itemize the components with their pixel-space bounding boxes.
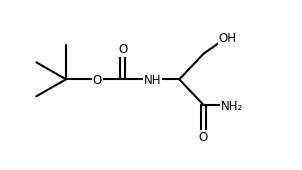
- Text: O: O: [199, 131, 208, 144]
- Text: NH: NH: [144, 74, 161, 87]
- Text: NH₂: NH₂: [221, 100, 243, 113]
- Text: OH: OH: [219, 32, 236, 45]
- Text: O: O: [92, 74, 102, 87]
- Text: O: O: [118, 43, 127, 56]
